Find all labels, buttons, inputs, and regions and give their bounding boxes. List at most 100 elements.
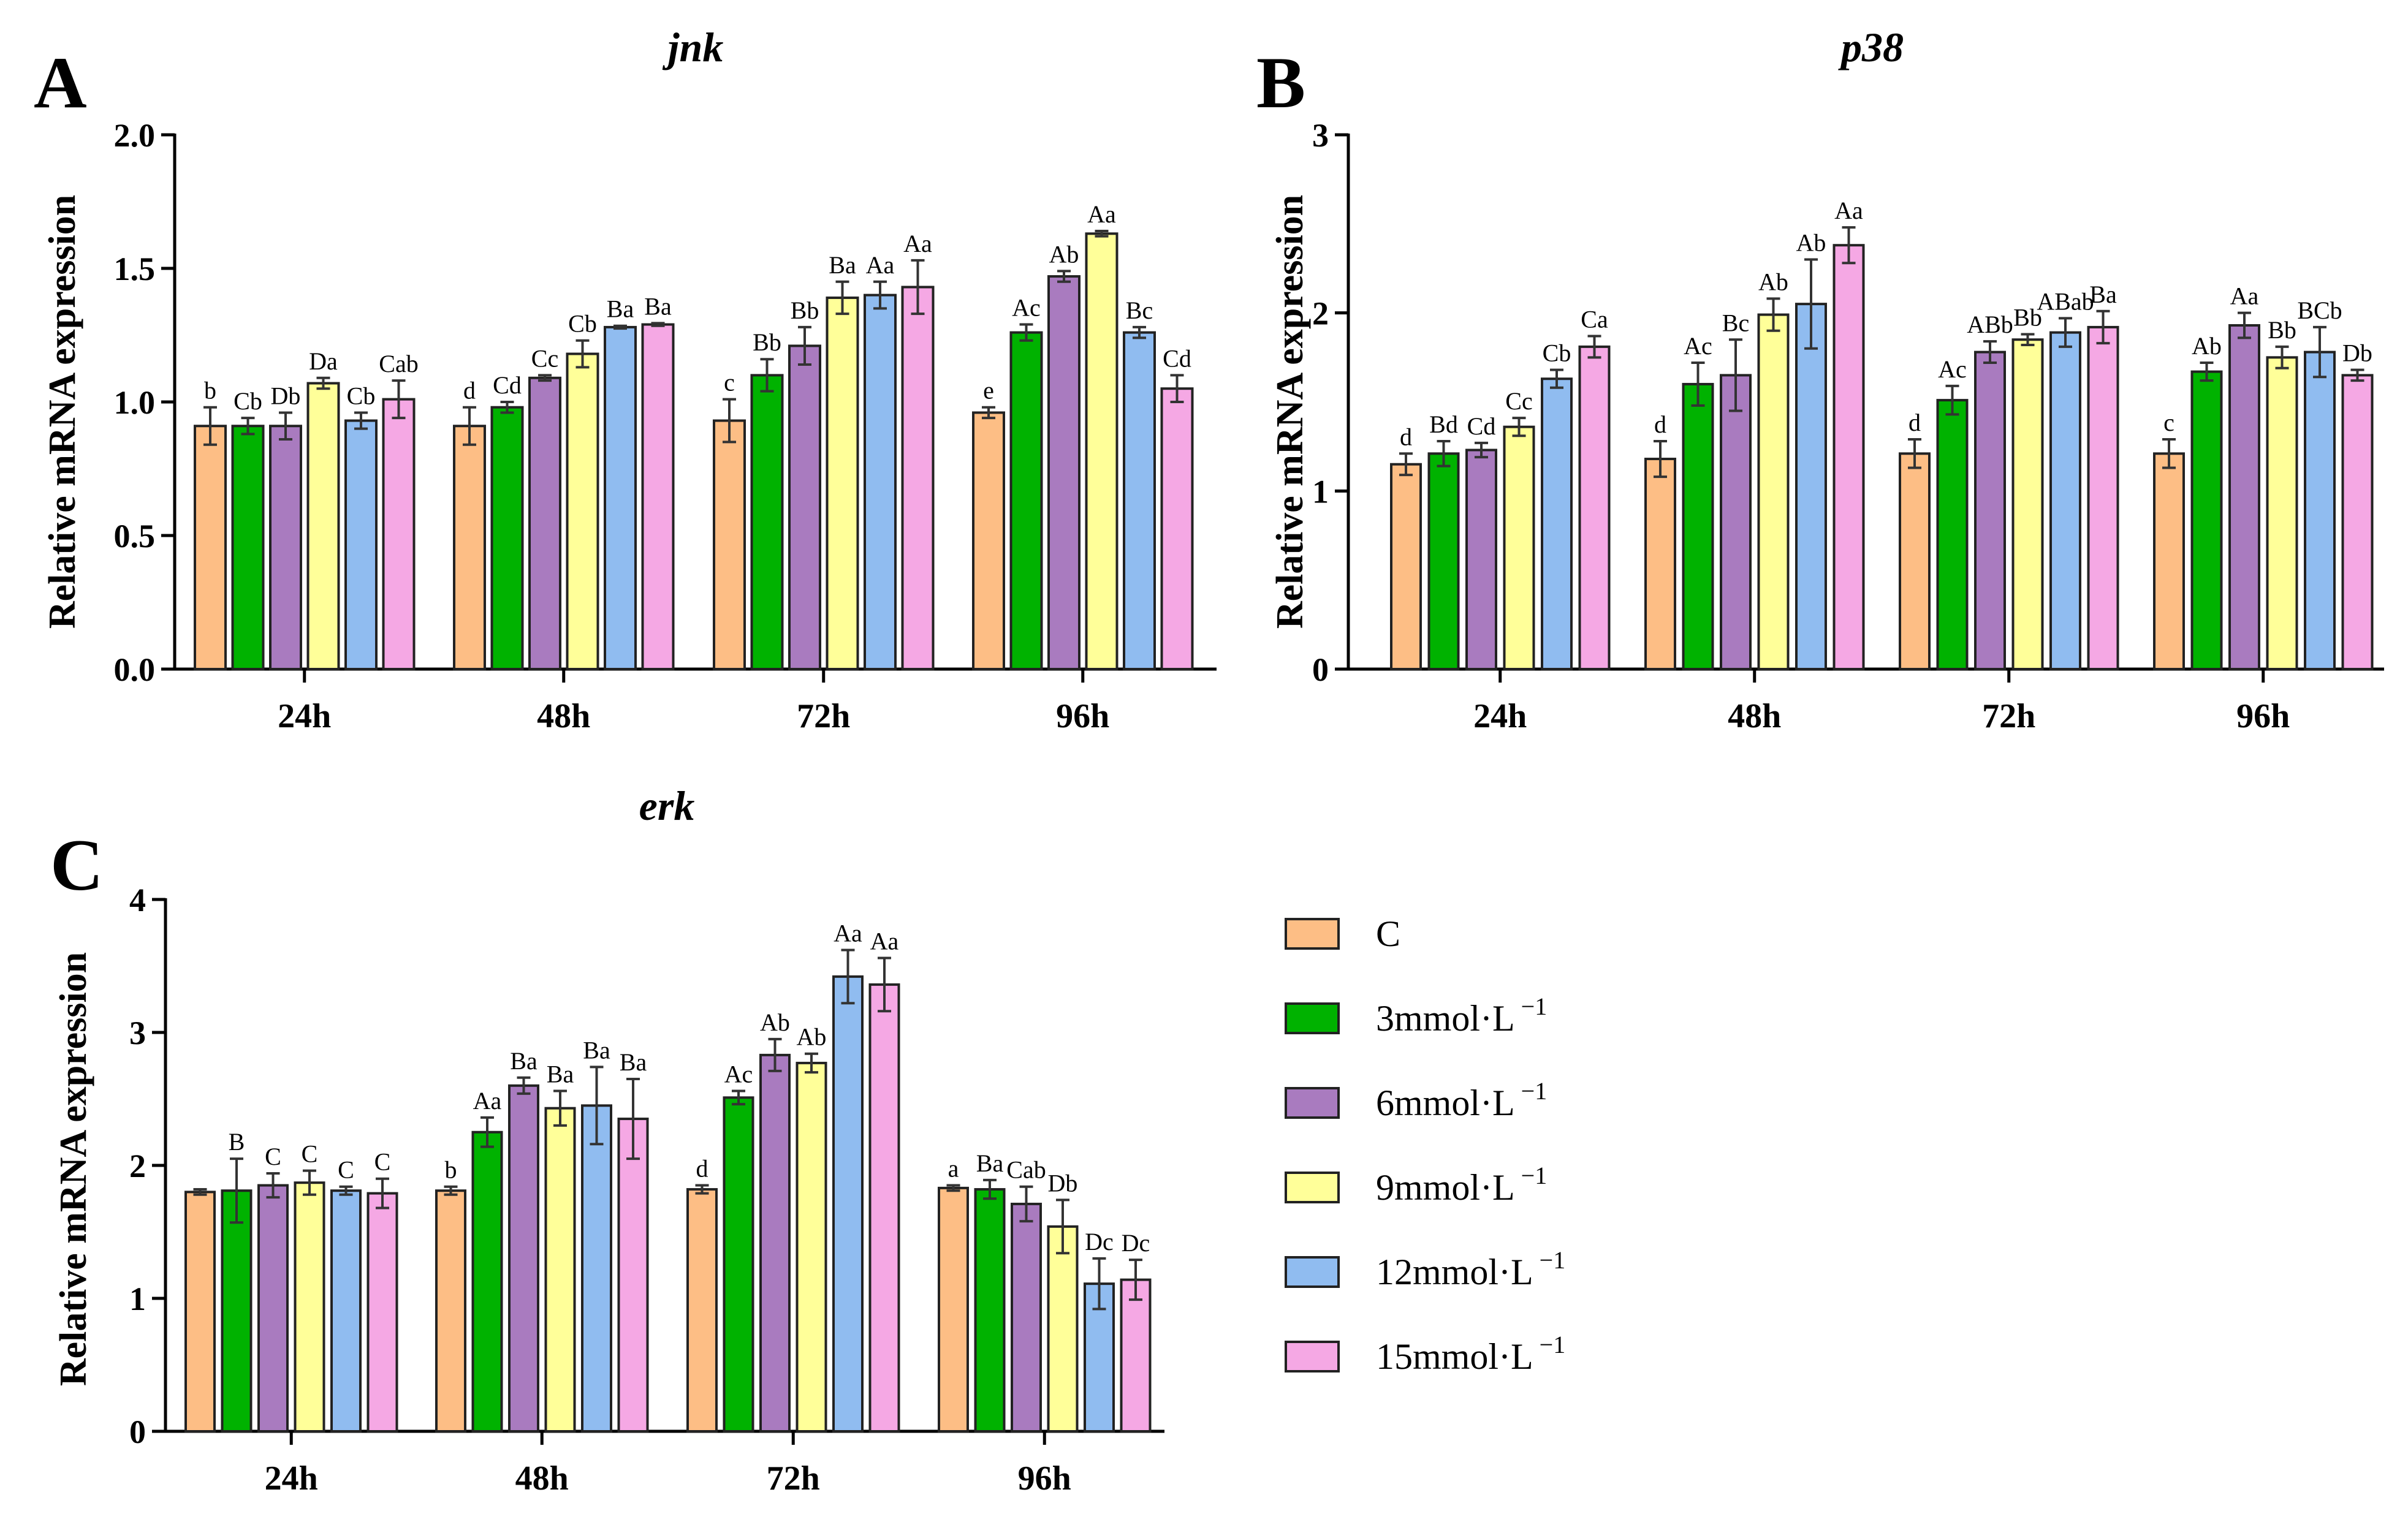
error-bar bbox=[1766, 297, 1780, 332]
panel-letter-b: B bbox=[1256, 42, 1305, 123]
data-label: d bbox=[696, 1155, 708, 1183]
bar bbox=[1644, 458, 1676, 670]
bar bbox=[2049, 331, 2081, 670]
legend: C 3mmol·L −1 6mmol·L −1 9mmol·L −1 12mmol·L … bbox=[1285, 914, 1565, 1377]
bar bbox=[294, 1181, 325, 1433]
bar bbox=[1757, 313, 1790, 670]
data-label: Dc bbox=[1085, 1228, 1114, 1255]
bar bbox=[1465, 449, 1497, 670]
bar bbox=[471, 1130, 503, 1433]
error-bar bbox=[835, 280, 849, 316]
bar bbox=[490, 406, 524, 670]
error-bar bbox=[2238, 311, 2251, 339]
bar bbox=[1936, 399, 1969, 670]
y-tick-label: 2 bbox=[129, 1148, 146, 1184]
error-bar bbox=[1399, 452, 1413, 477]
bar bbox=[2153, 452, 2185, 670]
bar bbox=[617, 1118, 649, 1433]
error-bar bbox=[1129, 1259, 1142, 1301]
bar bbox=[796, 1061, 827, 1433]
bar bbox=[528, 376, 561, 670]
data-label: Aa bbox=[903, 230, 932, 257]
bar bbox=[864, 293, 897, 671]
error-bar bbox=[1691, 362, 1705, 407]
error-bar bbox=[1057, 270, 1071, 283]
data-label: Aa bbox=[1087, 200, 1116, 228]
data-label: Ba bbox=[607, 295, 634, 323]
error-bar bbox=[768, 1037, 782, 1072]
bar bbox=[868, 983, 900, 1433]
data-label: d bbox=[1654, 411, 1666, 438]
bar bbox=[566, 352, 599, 670]
chart-title-a: jnk bbox=[663, 24, 724, 70]
data-label: Cc bbox=[1505, 387, 1532, 415]
data-label: Dc bbox=[1122, 1229, 1150, 1257]
bar bbox=[435, 1189, 466, 1433]
bar bbox=[257, 1184, 289, 1433]
bar bbox=[788, 344, 821, 670]
data-label: Ba bbox=[583, 1036, 610, 1064]
bar bbox=[901, 286, 935, 670]
bar bbox=[581, 1104, 612, 1433]
bar bbox=[1011, 1202, 1042, 1433]
data-label: Cab bbox=[379, 350, 418, 377]
error-bar bbox=[946, 1184, 960, 1192]
data-label: d bbox=[1909, 409, 1921, 436]
bar bbox=[344, 419, 378, 671]
data-label: Aa bbox=[866, 251, 895, 279]
error-bar bbox=[983, 1178, 997, 1200]
data-label: Ba bbox=[829, 251, 856, 279]
bar bbox=[686, 1188, 718, 1433]
bar bbox=[1833, 244, 1865, 671]
bar bbox=[938, 1186, 969, 1433]
legend-swatch bbox=[1285, 1002, 1340, 1034]
bar bbox=[2087, 325, 2119, 670]
legend-label: 3mmol·L −1 bbox=[1376, 993, 1547, 1039]
panel-letter-c: C bbox=[50, 824, 104, 906]
data-label: Bb bbox=[791, 297, 819, 324]
chart-title-c: erk bbox=[639, 782, 695, 829]
error-bar bbox=[553, 1089, 567, 1127]
data-label: Ab bbox=[760, 1009, 790, 1036]
data-label: C bbox=[302, 1140, 318, 1168]
data-label: Bb bbox=[753, 328, 781, 356]
legend-swatch bbox=[1285, 918, 1340, 950]
data-label: Db bbox=[1048, 1169, 1078, 1197]
bar bbox=[269, 425, 302, 670]
error-bar bbox=[279, 411, 292, 441]
legend-label: 12mmol·L −1 bbox=[1376, 1246, 1565, 1292]
error-bar bbox=[354, 411, 368, 430]
legend-swatch bbox=[1285, 1341, 1340, 1372]
x-tick-label: 72h bbox=[797, 697, 850, 735]
error-bar bbox=[2275, 345, 2289, 369]
data-label: Aa bbox=[2230, 282, 2259, 310]
y-tick-label: 1.5 bbox=[114, 251, 156, 287]
error-bar bbox=[911, 259, 925, 316]
error-bar bbox=[1587, 335, 1601, 359]
data-label: Ba bbox=[644, 292, 672, 320]
error-bar bbox=[241, 417, 255, 436]
error-bar bbox=[1842, 226, 1856, 265]
y-tick-label: 2 bbox=[1312, 295, 1329, 332]
data-label: Ab bbox=[1758, 268, 1788, 295]
bar bbox=[1974, 350, 2006, 670]
data-label: Ba bbox=[510, 1047, 537, 1075]
bar bbox=[231, 425, 265, 670]
error-bar bbox=[339, 1185, 353, 1196]
error-bar bbox=[873, 280, 887, 310]
error-bar bbox=[500, 401, 514, 414]
y-tick-label: 1.0 bbox=[114, 384, 156, 421]
y-tick-label: 0 bbox=[1312, 651, 1329, 688]
data-label: Ab bbox=[1049, 240, 1079, 268]
error-bar bbox=[230, 1157, 243, 1224]
data-label: Cb bbox=[347, 382, 376, 409]
data-label: ABab bbox=[2037, 287, 2094, 315]
data-label: Cb bbox=[1543, 339, 1571, 367]
error-bar bbox=[392, 379, 406, 420]
error-bar bbox=[303, 1169, 316, 1196]
x-tick-label: 48h bbox=[515, 1460, 569, 1497]
bar bbox=[1123, 331, 1156, 670]
data-label: Ba bbox=[2089, 281, 2117, 308]
data-label: Aa bbox=[473, 1087, 502, 1115]
